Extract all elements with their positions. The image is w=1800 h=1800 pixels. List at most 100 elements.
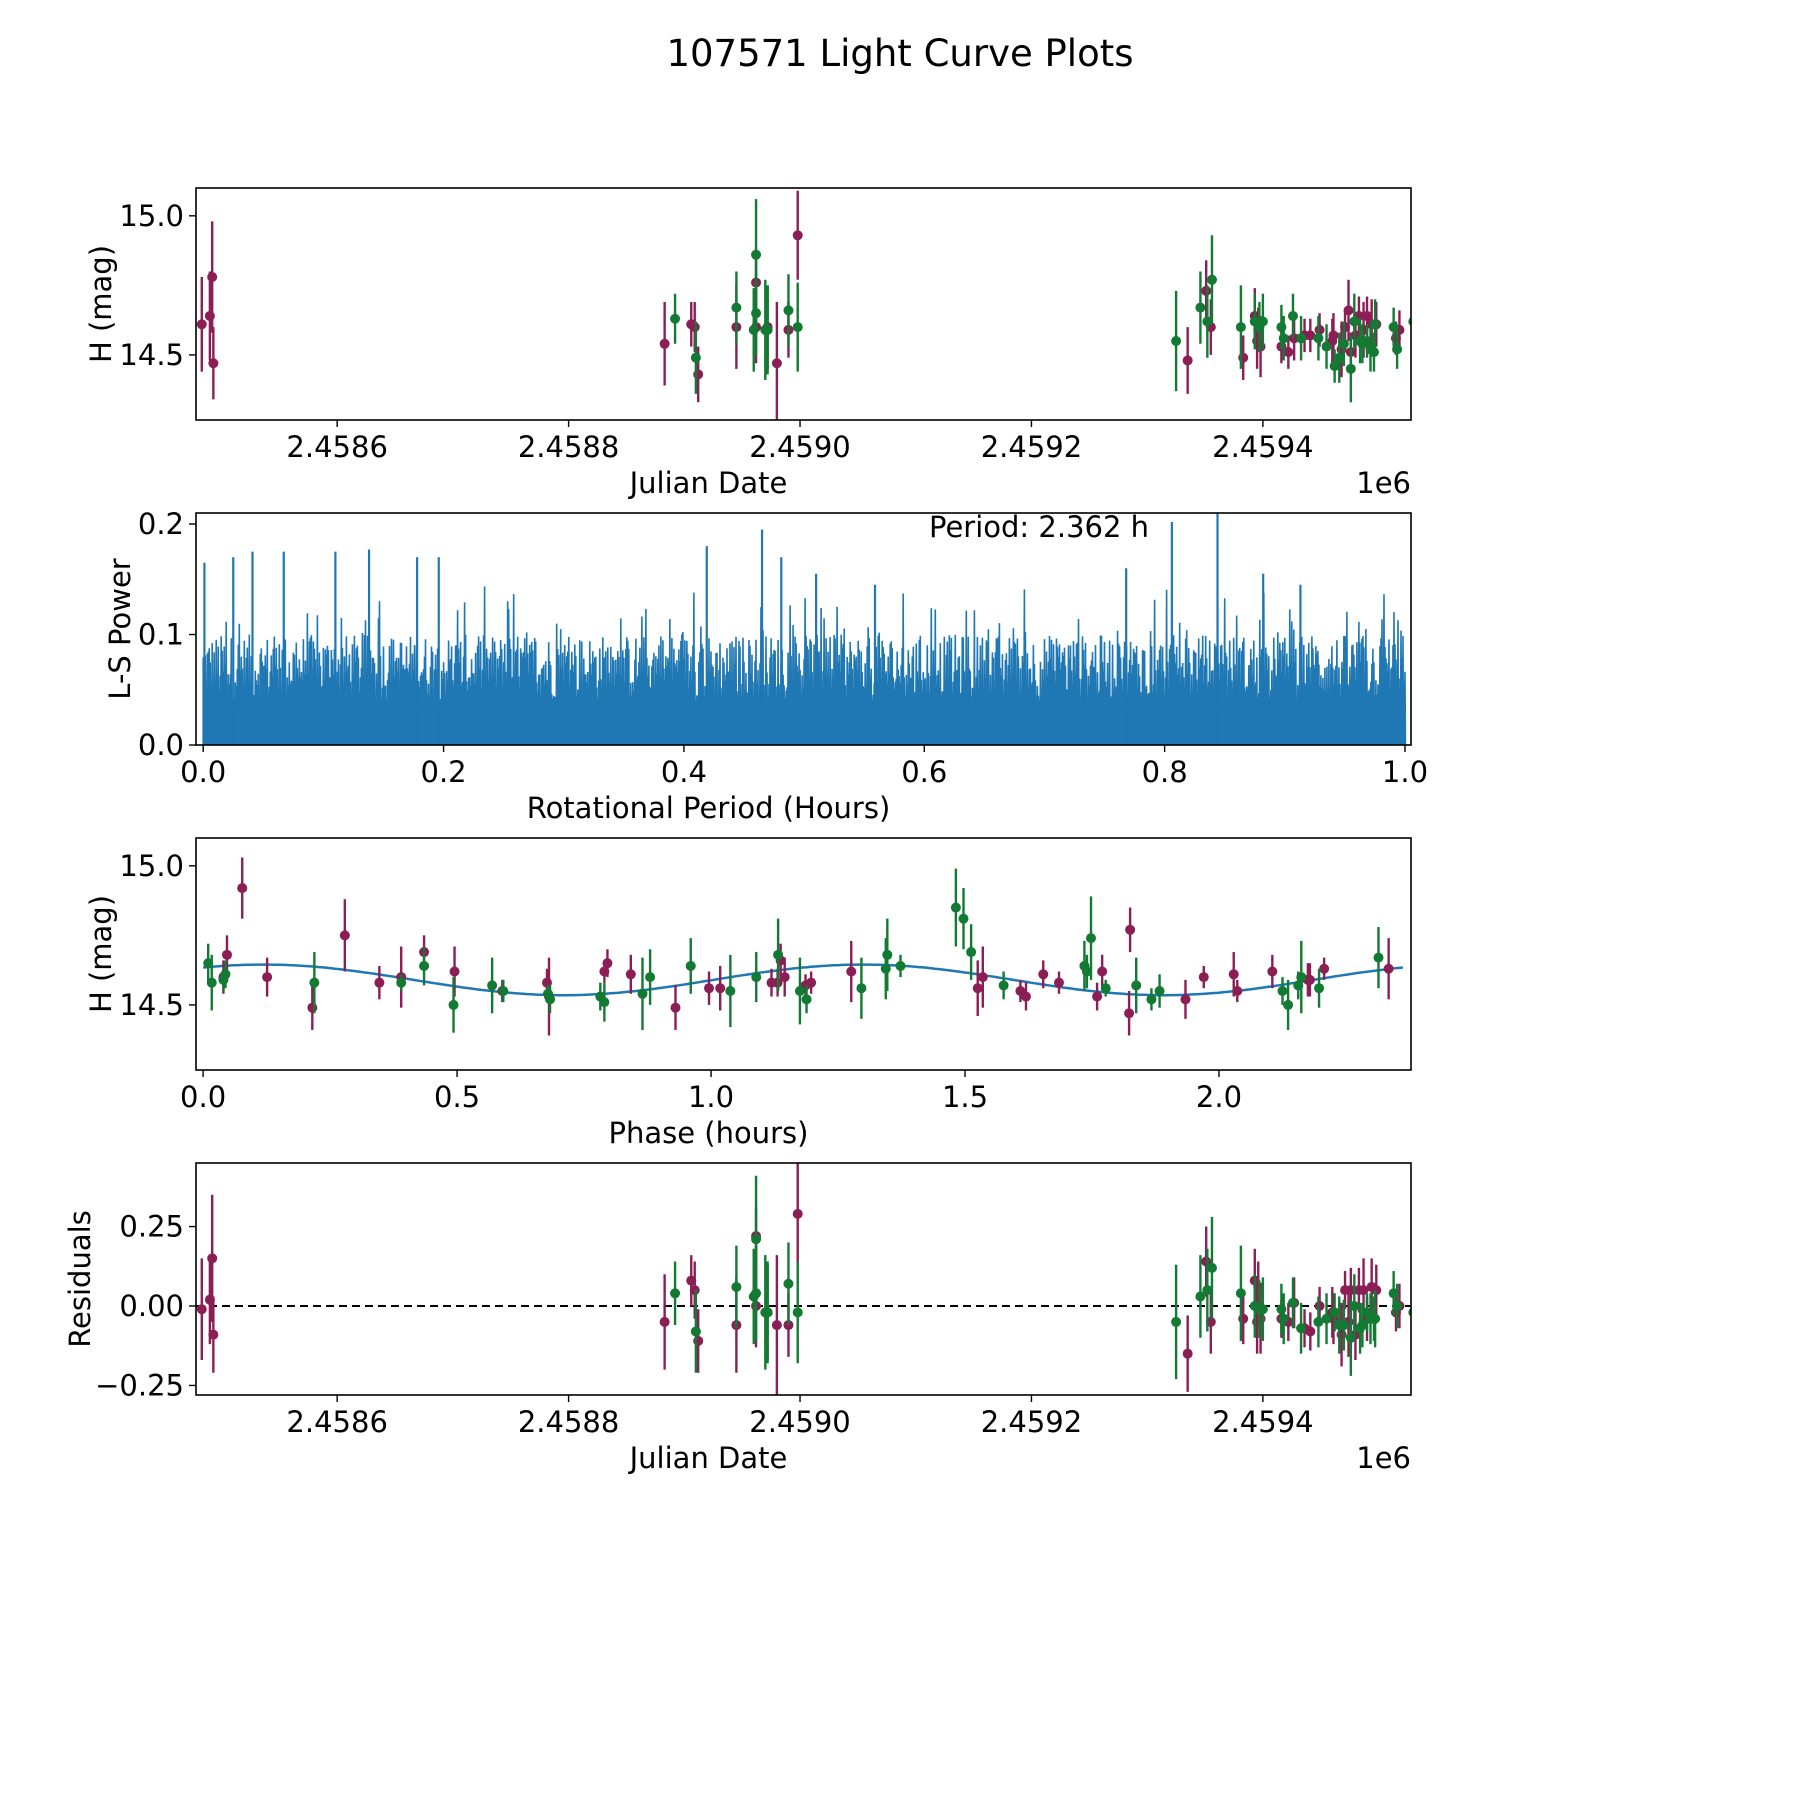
y-axis-label: H (mag): [84, 245, 118, 363]
marker: [1362, 310, 1373, 321]
data-point: [1277, 977, 1288, 1005]
data-point: [882, 918, 893, 991]
data-point: [1206, 235, 1217, 325]
data-point: [1267, 954, 1278, 989]
plot-area: [202, 513, 1407, 745]
marker: [801, 994, 812, 1005]
marker: [1097, 966, 1108, 977]
marker: [1370, 319, 1381, 330]
data-point: [196, 277, 207, 372]
marker: [1334, 352, 1345, 363]
marker: [762, 1307, 773, 1318]
data-point: [1053, 971, 1064, 994]
series-filter-a: [196, 190, 1453, 420]
data-point: [1370, 299, 1381, 350]
marker: [792, 322, 803, 333]
marker: [207, 272, 218, 283]
marker: [659, 338, 670, 349]
data-point: [1443, 296, 1453, 352]
x-tick-label: 2.4590: [749, 430, 850, 464]
data-point: [972, 960, 983, 1017]
data-point: [806, 971, 817, 994]
marker: [448, 999, 459, 1010]
marker: [792, 230, 803, 241]
data-point: [704, 971, 715, 1005]
y-tick-label: 0.1: [138, 618, 184, 652]
y-tick-label: 0.25: [119, 1210, 184, 1244]
data-point: [670, 985, 681, 1030]
data-point: [670, 293, 681, 344]
data-point: [1100, 979, 1111, 997]
data-point: [794, 957, 805, 1025]
marker: [449, 966, 460, 977]
marker: [1180, 994, 1191, 1005]
data-point: [659, 302, 670, 386]
panel-lightcurve: 2.4586 2.4588 2.4590 2.4592 2.4594 14.5 15.0 Ju…: [84, 187, 1453, 500]
y-tick-label: 0.00: [119, 1289, 184, 1323]
data-point: [1206, 1217, 1217, 1319]
data-point: [792, 190, 803, 280]
marker: [1235, 322, 1246, 333]
data-point: [237, 857, 248, 919]
marker: [645, 972, 656, 983]
marker: [262, 972, 273, 983]
periodogram-floor: [203, 706, 1405, 745]
data-point: [448, 977, 459, 1033]
data-point: [779, 957, 790, 997]
data-point: [690, 1290, 701, 1373]
marker: [1296, 972, 1307, 983]
marker: [1329, 361, 1340, 372]
marker: [794, 985, 805, 996]
data-point: [1182, 1315, 1193, 1392]
data-point: [1235, 1245, 1246, 1341]
data-point: [1283, 979, 1294, 1030]
x-tick-label: 2.4590: [749, 1405, 850, 1439]
x-axis-label: Rotational Period (Hours): [527, 791, 891, 825]
data-point: [792, 1163, 803, 1265]
marker: [880, 963, 891, 974]
marker: [1206, 274, 1217, 285]
data-point: [1443, 1262, 1453, 1326]
axes-frame: [195, 512, 1412, 746]
data-point: [966, 924, 977, 980]
data-point: [1412, 1246, 1422, 1310]
marker: [792, 1307, 803, 1318]
series-filter-a: [196, 1163, 1453, 1395]
y-tick-label: 0.0: [138, 728, 184, 762]
data-point: [1085, 896, 1096, 980]
marker: [1313, 333, 1324, 344]
x-tick-label: 1.5: [942, 1080, 988, 1114]
marker: [659, 1316, 670, 1327]
data-point: [725, 954, 736, 1028]
marker: [1329, 1307, 1340, 1318]
data-point: [1305, 1312, 1316, 1351]
marker: [1349, 316, 1360, 327]
data-point: [1198, 965, 1209, 989]
marker: [751, 972, 762, 983]
marker: [1081, 966, 1092, 977]
data-point: [307, 985, 318, 1030]
marker: [950, 902, 961, 913]
data-point: [419, 946, 430, 986]
panel-phased: 0.0 0.5 1.0 1.5 2.0 14.5 15.0 Phase (hours) H (m…: [84, 837, 1412, 1150]
data-point: [262, 957, 273, 997]
data-point: [715, 965, 726, 1011]
marker: [783, 305, 794, 316]
marker: [1420, 1330, 1430, 1340]
marker: [1146, 994, 1157, 1005]
data-point: [545, 985, 556, 1014]
x-axis-label: Julian Date: [628, 1441, 788, 1475]
data-point: [1287, 293, 1298, 339]
data-point: [1296, 940, 1307, 1014]
data-point: [1180, 979, 1191, 1019]
x-tick-label: 2.4592: [981, 430, 1082, 464]
data-point: [1357, 1302, 1368, 1348]
plot-area: [196, 190, 1453, 420]
marker: [545, 994, 556, 1005]
marker: [1305, 330, 1316, 341]
marker: [895, 960, 906, 971]
marker: [1314, 983, 1325, 994]
data-point: [1092, 982, 1103, 1011]
data-point: [207, 221, 218, 333]
data-point: [1146, 988, 1157, 1011]
